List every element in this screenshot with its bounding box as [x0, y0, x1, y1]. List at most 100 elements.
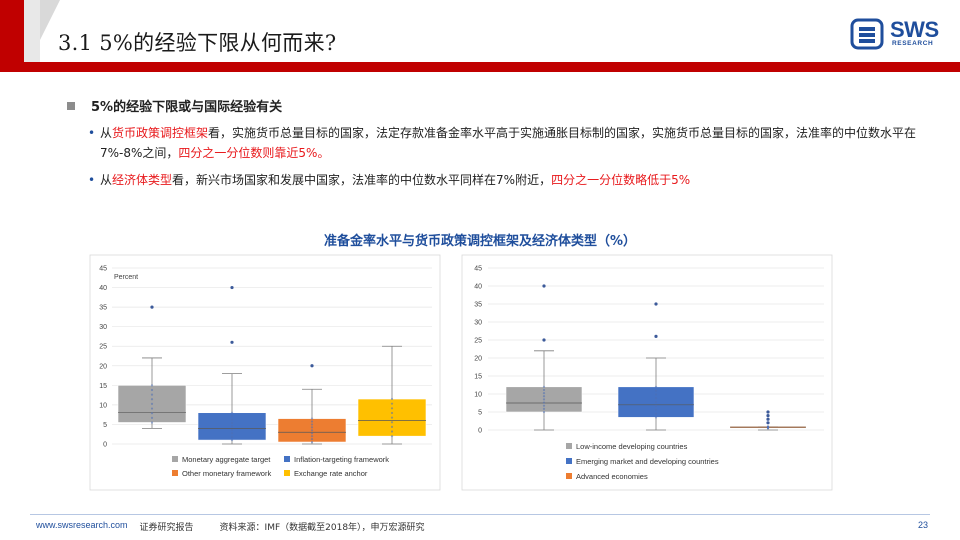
data-point: [230, 421, 234, 425]
data-point: [766, 425, 770, 428]
page-title: 3.1 5%的经验下限从何而来?: [58, 31, 337, 55]
chart-frame: [89, 254, 441, 491]
outlier-point: [766, 421, 770, 425]
y-tick-label: 25: [474, 338, 482, 345]
logo-name: SWS: [890, 17, 939, 42]
data-point: [542, 385, 546, 388]
square-bullet-icon: [67, 101, 75, 110]
data-point: [150, 393, 154, 396]
figure-title: 准备金率水平与货币政策调控框架及经济体类型（%）: [323, 234, 637, 249]
y-tick-label: 45: [99, 266, 107, 273]
bullet-dot-icon: •: [88, 126, 96, 140]
y-tick-label: 35: [99, 305, 107, 312]
data-point: [310, 417, 314, 420]
data-point: [654, 401, 658, 404]
data-point: [542, 388, 546, 392]
bullet2-highlight2: 四分之一分位数略低于5%: [551, 173, 691, 187]
bullet1-part1: 从: [100, 126, 113, 140]
legend-label: Inflation-targeting framework: [294, 455, 389, 464]
data-point: [542, 398, 546, 401]
y-tick-label: 30: [474, 320, 482, 327]
data-point: [390, 435, 394, 438]
y-tick-label: 10: [474, 392, 482, 399]
data-point: [230, 432, 234, 435]
outlier-point: [310, 364, 314, 368]
outlier-point: [766, 417, 770, 421]
legend-label: Monetary aggregate target: [182, 455, 271, 464]
data-point: [390, 421, 394, 424]
data-point: [230, 415, 234, 418]
y-tick-label: 20: [474, 356, 482, 363]
outlier-point: [654, 302, 658, 306]
legend-swatch: [172, 470, 178, 476]
legend-label: Other monetary framework: [182, 469, 271, 478]
data-point: [390, 416, 394, 419]
legend-label: Advanced economies: [576, 472, 648, 481]
y-tick-label: 40: [99, 285, 107, 292]
data-point: [390, 430, 394, 433]
sws-logo: SWS RESEARCH: [850, 17, 942, 51]
y-tick-label: 5: [103, 422, 107, 429]
legend-label: Exchange rate anchor: [294, 469, 368, 478]
legend-swatch: [284, 456, 290, 462]
data-point: [230, 435, 234, 438]
data-point: [310, 429, 314, 432]
data-point: [654, 397, 658, 400]
data-point: [654, 412, 658, 415]
bullet1-part3: 看，实施货币总量目标的国家，法定存款准备金率水平高于实施通胀目标制的国家，实施货…: [100, 126, 917, 160]
y-tick-label: 0: [103, 442, 107, 449]
data-point: [230, 418, 234, 421]
outlier-point: [654, 334, 658, 338]
data-point: [150, 402, 154, 406]
y-tick-label: 25: [99, 344, 107, 351]
data-point: [310, 435, 314, 438]
data-point: [150, 412, 154, 415]
y-tick-label: 15: [99, 383, 107, 390]
bullet2-part3: 看，新兴市场国家和发展中国家，法准率的中位数水平同样在7%附近，: [172, 173, 552, 187]
data-point: [390, 407, 394, 410]
data-point: [390, 425, 394, 428]
footer-label: 证券研究报告: [139, 523, 194, 533]
bullet1-highlight1: 货币政策调控框架: [112, 126, 209, 140]
logo-sub: RESEARCH: [892, 40, 934, 47]
legend-label: Low-income developing countries: [576, 442, 688, 451]
data-point: [542, 407, 546, 410]
legend-swatch: [172, 456, 178, 462]
y-tick-label: 40: [474, 284, 482, 291]
data-point: [390, 397, 394, 401]
chart-frame: [461, 254, 833, 491]
footer-divider: [30, 514, 930, 515]
data-point: [542, 404, 546, 407]
data-point: [310, 438, 314, 441]
data-point: [654, 408, 658, 411]
y-tick-label: 35: [474, 302, 482, 309]
data-point: [542, 392, 546, 395]
y-axis-label: Percent: [114, 274, 138, 281]
data-point: [654, 385, 658, 388]
bullet-item-1: • 从货币政策调控框架看，实施货币总量目标的国家，法定存款准备金率水平高于实施通…: [88, 123, 920, 163]
bullet1-highlight2: 四分之一分位数则靠近5%。: [178, 146, 330, 160]
data-point: [230, 425, 234, 428]
data-point: [310, 432, 314, 435]
section-heading: 5%的经验下限或与国际经验有关: [67, 96, 282, 115]
outlier-point: [150, 305, 154, 309]
data-point: [150, 384, 154, 387]
legend-label: Emerging market and developing countries: [576, 457, 719, 466]
data-point: [654, 393, 658, 396]
legend-swatch: [566, 473, 572, 479]
data-point: [542, 410, 546, 414]
data-point: [150, 416, 154, 419]
bullet2-highlight1: 经济体类型: [112, 173, 173, 187]
data-point: [390, 402, 394, 405]
data-point: [150, 388, 154, 392]
outlier-point: [766, 414, 770, 418]
y-tick-label: 20: [99, 363, 107, 370]
data-point: [310, 440, 314, 444]
outlier-point: [542, 284, 546, 288]
data-point: [390, 411, 394, 415]
y-tick-label: 45: [474, 266, 482, 273]
header-band: [0, 0, 960, 72]
sws-logo-icon: [850, 18, 884, 50]
footer-url-link[interactable]: www.swsresearch.com: [36, 520, 128, 530]
